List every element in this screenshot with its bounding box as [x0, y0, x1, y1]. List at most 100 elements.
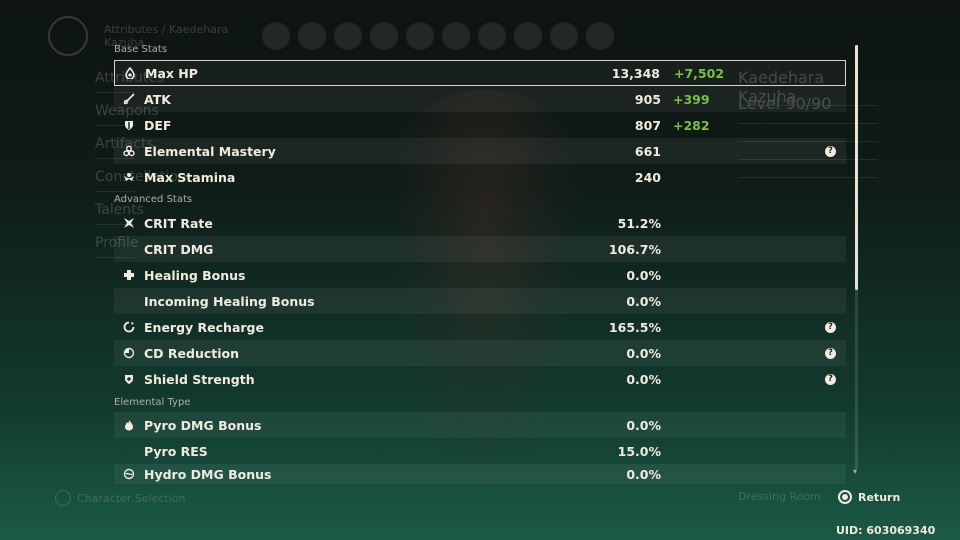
background-line — [738, 130, 878, 142]
stat-value: 0.0% — [626, 267, 661, 283]
stat-value: 0.0% — [626, 417, 661, 433]
breadcrumb: Attributes / Kaedehara Kazuha — [104, 23, 229, 49]
stat-row-crit-rate[interactable]: CRIT Rate 51.2% — [114, 210, 846, 236]
character-avatar — [550, 22, 578, 50]
stat-name: ATK — [144, 91, 171, 107]
shield-strength-icon — [114, 366, 144, 392]
character-avatar — [262, 22, 290, 50]
character-avatar — [406, 22, 434, 50]
hp-drop-icon — [115, 60, 145, 86]
uid-label: UID: 603069340 — [836, 524, 936, 537]
stat-value: 13,348 — [611, 65, 660, 81]
menu-item: Profile — [95, 235, 139, 258]
stat-value: 165.5% — [608, 319, 661, 335]
stat-row-incoming-healing-bonus[interactable]: Incoming Healing Bonus 0.0% — [114, 288, 846, 314]
stat-value: 807 — [634, 117, 661, 133]
stat-name: Pyro RES — [144, 443, 208, 459]
scrollbar[interactable] — [855, 45, 858, 470]
stat-name: CD Reduction — [144, 345, 240, 361]
stat-row-shield-strength[interactable]: Shield Strength 0.0% ? — [114, 366, 846, 392]
shield-icon — [114, 112, 144, 138]
stat-row-energy-recharge[interactable]: Energy Recharge 165.5% ? — [114, 314, 846, 340]
scroll-down-icon[interactable]: ▾ — [853, 467, 858, 476]
stat-bonus: +282 — [673, 117, 710, 133]
stat-name: CRIT DMG — [144, 241, 214, 257]
stat-name: DEF — [144, 117, 172, 133]
stat-row-max-stamina[interactable]: Max Stamina 240 — [114, 164, 846, 190]
stat-bonus: +399 — [673, 91, 710, 107]
menu-item: Talents — [95, 202, 144, 225]
character-avatar — [298, 22, 326, 50]
stat-name: Shield Strength — [144, 371, 255, 387]
help-icon[interactable]: ? — [825, 145, 836, 157]
stat-row-def[interactable]: DEF 807 +282 — [114, 112, 846, 138]
stat-value: 0.0% — [626, 466, 661, 482]
empty-icon-slot — [114, 236, 144, 262]
section-base-stats: Base Stats — [114, 44, 168, 55]
stat-name: Energy Recharge — [144, 319, 264, 335]
background-topbar: Attributes / Kaedehara Kazuha — [48, 14, 900, 58]
healing-cross-icon — [114, 262, 144, 288]
stat-value: 51.2% — [617, 215, 661, 231]
character-avatar — [442, 22, 470, 50]
crit-icon — [114, 210, 144, 236]
pyro-icon — [114, 412, 144, 438]
character-name: Kaedehara Kazuha — [738, 68, 825, 106]
button-hint-icon — [55, 490, 71, 506]
character-avatar — [370, 22, 398, 50]
help-icon[interactable]: ? — [825, 347, 836, 359]
background-line — [738, 166, 878, 178]
stat-name: CRIT Rate — [144, 215, 213, 231]
stat-name: Hydro DMG Bonus — [144, 466, 272, 482]
stat-row-crit-dmg[interactable]: CRIT DMG 106.7% — [114, 236, 846, 262]
section-elemental-type: Elemental Type — [114, 397, 191, 408]
character-avatar — [334, 22, 362, 50]
stat-value: 15.0% — [617, 443, 661, 459]
stat-row-cd-reduction[interactable]: CD Reduction 0.0% ? — [114, 340, 846, 366]
hydro-icon — [114, 464, 144, 484]
stat-value: 905 — [634, 91, 661, 107]
return-label: Return — [858, 490, 901, 504]
stat-value: 0.0% — [626, 371, 661, 387]
stat-name: Elemental Mastery — [144, 143, 276, 159]
stamina-icon — [114, 164, 144, 190]
character-avatar — [478, 22, 506, 50]
stat-row-healing-bonus[interactable]: Healing Bonus 0.0% — [114, 262, 846, 288]
stat-value: 0.0% — [626, 293, 661, 309]
stat-value: 106.7% — [608, 241, 661, 257]
background-character-info: Kaedehara Kazuha Level 90/90 — [738, 68, 878, 178]
stat-value: 0.0% — [626, 345, 661, 361]
section-advanced-stats: Advanced Stats — [114, 194, 193, 205]
stat-row-elemental-mastery[interactable]: Elemental Mastery 661 ? — [114, 138, 846, 164]
character-selection-label: Character Selection — [77, 491, 186, 505]
stat-value: 661 — [634, 143, 661, 159]
stat-value: 240 — [634, 169, 661, 185]
return-button[interactable]: Return — [838, 490, 900, 504]
energy-recharge-icon — [114, 314, 144, 340]
stat-row-max-hp[interactable]: Max HP 13,348 +7,502 — [114, 60, 846, 86]
stat-name: Healing Bonus — [144, 267, 246, 283]
background-line — [738, 112, 878, 124]
help-icon[interactable]: ? — [825, 321, 836, 333]
empty-icon-slot — [114, 288, 144, 314]
stat-name: Max HP — [145, 65, 198, 81]
stat-bonus: +7,502 — [674, 65, 725, 81]
stat-row-hydro-dmg-bonus[interactable]: Hydro DMG Bonus 0.0% — [114, 464, 846, 484]
scrollbar-thumb[interactable] — [855, 45, 858, 290]
character-avatar — [586, 22, 614, 50]
stat-row-pyro-res[interactable]: Pyro RES 15.0% — [114, 438, 846, 464]
character-selection-hint: Character Selection — [55, 490, 186, 506]
stat-row-atk[interactable]: ATK 905 +399 — [114, 86, 846, 112]
cd-reduction-icon — [114, 340, 144, 366]
elemental-mastery-icon — [114, 138, 144, 164]
stat-row-pyro-dmg-bonus[interactable]: Pyro DMG Bonus 0.0% — [114, 412, 846, 438]
character-model — [390, 90, 580, 490]
empty-icon-slot — [114, 438, 144, 464]
stat-name: Max Stamina — [144, 169, 236, 185]
element-emblem-icon — [48, 16, 88, 56]
circle-button-icon — [838, 490, 852, 504]
help-icon[interactable]: ? — [825, 373, 836, 385]
character-avatar — [514, 22, 542, 50]
stat-name: Pyro DMG Bonus — [144, 417, 262, 433]
